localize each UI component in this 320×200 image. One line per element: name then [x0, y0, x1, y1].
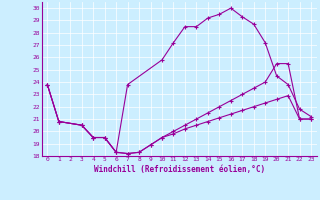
X-axis label: Windchill (Refroidissement éolien,°C): Windchill (Refroidissement éolien,°C): [94, 165, 265, 174]
